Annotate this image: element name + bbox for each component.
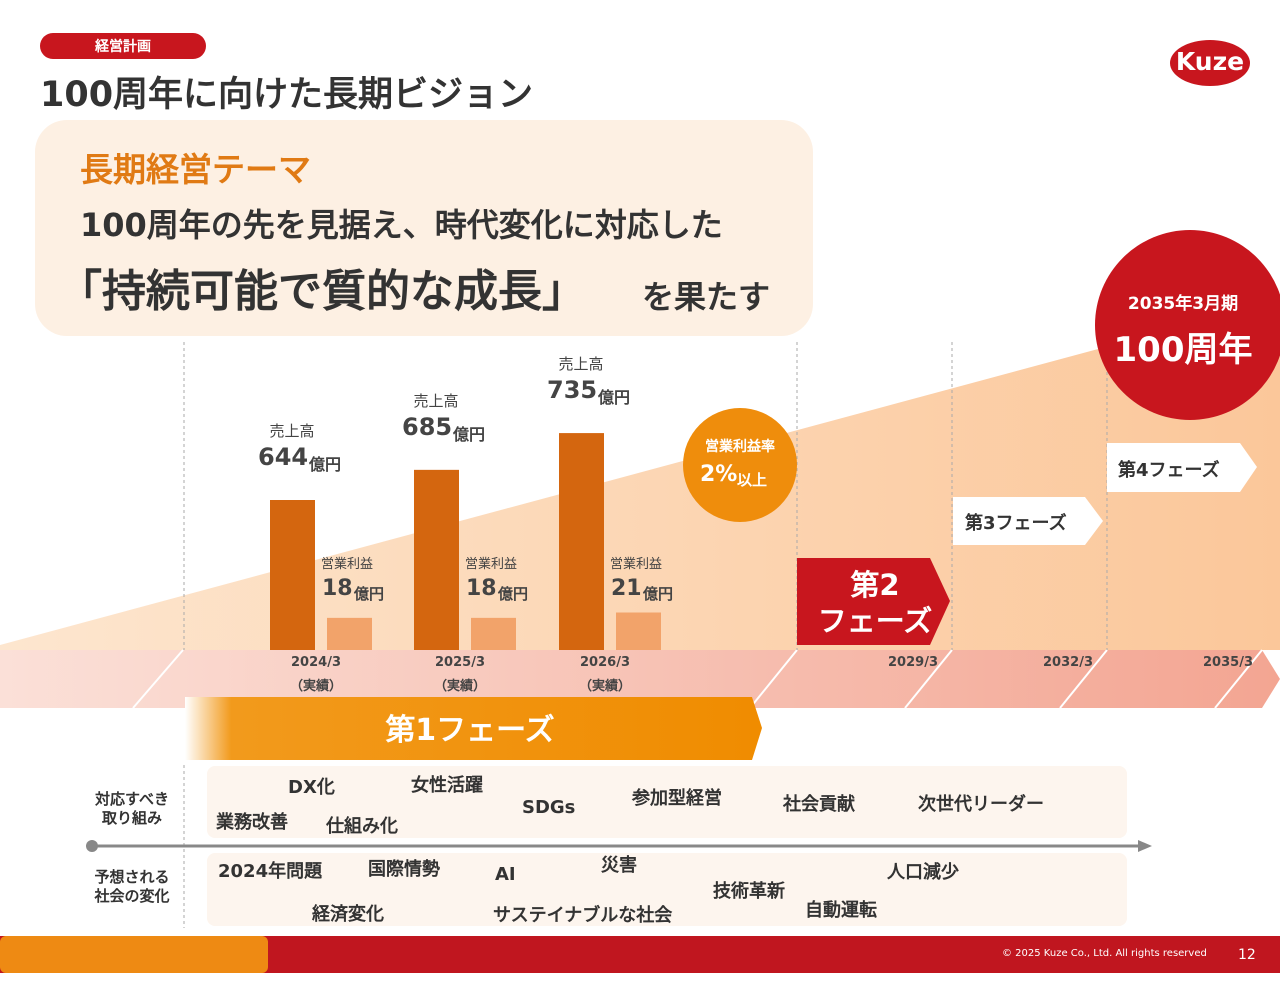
phase3-arrow <box>953 497 1103 545</box>
initiative: SDGs <box>522 797 576 818</box>
series-name: 営業利益 <box>464 557 518 572</box>
change: サステイナブルな社会 <box>493 905 673 926</box>
initiative: 参加型経営 <box>632 788 722 809</box>
value-label: 21 <box>611 576 642 601</box>
series-name: 売上高 <box>269 422 315 440</box>
initiative: DX化 <box>288 777 335 798</box>
value-unit: 億円 <box>598 388 631 408</box>
timeline-date: 2029/3 <box>888 655 938 670</box>
initiative: 仕組み化 <box>326 816 398 837</box>
phase2-label: 第2 <box>850 568 900 602</box>
phase1-label: 第1フェーズ <box>385 713 555 748</box>
initiative: 業務改善 <box>216 812 288 833</box>
change: 災害 <box>601 855 637 876</box>
target-circle <box>683 408 797 522</box>
change: AI <box>495 864 516 885</box>
change: 2024年問題 <box>218 861 323 882</box>
changes-box <box>207 853 1127 926</box>
value-label: 644 <box>258 443 309 471</box>
x-tick-label: 2024/3 <box>291 655 341 670</box>
initiative: 次世代リーダー <box>918 794 1044 815</box>
time-arrow-head <box>1138 840 1152 852</box>
value-label: 685 <box>402 412 453 441</box>
value-unit: 億円 <box>498 585 529 603</box>
phase1-arrow <box>185 697 762 760</box>
change: 技術革新 <box>713 881 785 902</box>
value-label: 18 <box>322 576 353 601</box>
phase2-arrow <box>797 558 950 645</box>
x-tick-note: （実績） <box>433 679 487 694</box>
slide-title: 100周年に向けた長期ビジョン <box>40 75 534 115</box>
value-unit: 億円 <box>643 585 674 603</box>
milestone-circle <box>1095 230 1280 420</box>
copyright: © 2025 Kuze Co., Ltd. All rights reserve… <box>1002 948 1207 959</box>
footer-accent <box>0 936 268 973</box>
logo-badge <box>1170 40 1250 86</box>
theme-line2: 「持続可能で質的な成長」 <box>58 266 586 317</box>
value-unit: 億円 <box>309 455 342 474</box>
series-name: 売上高 <box>558 355 604 374</box>
bar <box>471 617 516 650</box>
time-arrow-start <box>86 840 98 852</box>
row-label: 取り組み <box>101 809 163 827</box>
theme-box <box>35 120 813 336</box>
theme-label: 長期経営テーマ <box>80 150 311 189</box>
initiative: 社会貢献 <box>783 794 855 815</box>
x-tick-note: （実績） <box>289 679 343 694</box>
series-name: 営業利益 <box>320 557 374 572</box>
tag: 経営計画 <box>95 39 151 55</box>
value-label: 735 <box>547 376 598 405</box>
phase4-label: 第4フェーズ <box>1118 460 1220 481</box>
value-label: 18 <box>466 576 497 601</box>
milestone-label: 100周年 <box>1113 330 1253 370</box>
x-tick-label: 2025/3 <box>435 655 485 670</box>
bar <box>414 469 459 650</box>
timeline-date: 2032/3 <box>1043 655 1093 670</box>
theme-line2-tail: を果たす <box>642 278 771 316</box>
change: 人口減少 <box>887 862 959 883</box>
value-unit: 億円 <box>453 424 486 444</box>
target-label: 営業利益率 <box>705 439 775 455</box>
series-name: 売上高 <box>413 391 459 410</box>
initiative: 女性活躍 <box>411 775 483 796</box>
row-label: 社会の変化 <box>94 887 170 905</box>
logo: Kuze <box>1175 47 1245 76</box>
band-dividers <box>132 649 1263 709</box>
page-number: 12 <box>1238 947 1256 963</box>
bar <box>559 433 604 650</box>
row-label: 予想される <box>94 868 170 886</box>
timeline-band <box>0 650 1280 708</box>
bar <box>327 617 372 650</box>
tag-pill <box>40 33 206 59</box>
growth-wedge <box>0 300 1280 650</box>
timeline-date: 2035/3 <box>1203 655 1253 670</box>
target-suffix: 以上 <box>737 471 768 489</box>
change: 自動運転 <box>805 900 877 921</box>
bar <box>616 612 661 650</box>
phase2-label: フェーズ <box>817 604 933 638</box>
theme-line1: 100周年の先を見据え、時代変化に対応した <box>80 206 723 244</box>
target-value: 2% <box>700 462 738 487</box>
value-unit: 億円 <box>354 585 385 603</box>
milestone-date: 2035年3月期 <box>1127 294 1239 314</box>
series-name: 営業利益 <box>609 557 663 572</box>
phase3-label: 第3フェーズ <box>965 513 1067 534</box>
bar <box>270 500 315 650</box>
initiatives-box <box>207 766 1127 838</box>
change: 国際情勢 <box>368 859 440 880</box>
x-tick-note: （実績） <box>578 679 632 694</box>
row-label: 対応すべき <box>95 790 169 808</box>
phase4-arrow <box>1107 443 1257 492</box>
x-tick-label: 2026/3 <box>580 655 630 670</box>
change: 経済変化 <box>312 904 384 925</box>
